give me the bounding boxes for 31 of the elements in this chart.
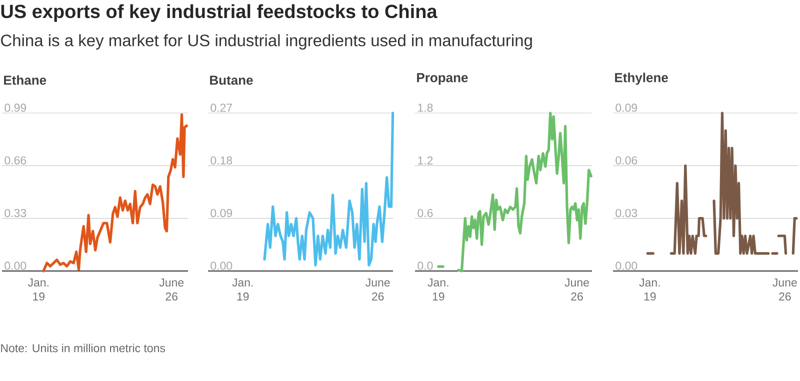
x-tick-label: June 26 <box>159 278 184 301</box>
y-tick-label: 0.09 <box>616 104 638 112</box>
y-tick-label: 0.06 <box>616 156 638 164</box>
x-tick-label: Jan. 19 <box>639 278 660 301</box>
y-tick-label: 0.09 <box>210 208 232 218</box>
y-tick-label: 1.2 <box>418 156 433 164</box>
y-tick-label: 0.03 <box>616 208 638 218</box>
y-tick-label: 0.00 <box>4 262 26 270</box>
y-tick-label: 0.33 <box>4 208 26 218</box>
text: US exports of key industrial feedstocks to China <box>1 4 438 22</box>
y-tick-label: 0.27 <box>210 104 232 112</box>
y-tick-label: 0.66 <box>4 156 26 164</box>
y-tick-label: 0.00 <box>210 262 232 270</box>
chart-title: Propane <box>417 73 468 85</box>
chart-title: Ethylene <box>615 72 668 85</box>
x-tick-label: Jan. 19 <box>28 278 48 301</box>
y-tick-label: 0.0 <box>418 262 433 270</box>
y-tick-label: 0.6 <box>418 208 433 218</box>
chart-title: Ethane <box>4 75 46 85</box>
x-tick-label: June 26 <box>564 278 589 301</box>
x-tick-label: June 26 <box>366 278 390 301</box>
chart-title: Butane <box>210 76 253 85</box>
text: China is a key market for US industrial ingredients used in manufacturing <box>1 34 532 50</box>
y-tick-label: 1.8 <box>418 104 433 112</box>
y-tick-label: 0.18 <box>210 156 232 164</box>
x-tick-label: Jan. 19 <box>232 278 253 301</box>
y-tick-label: 0.99 <box>4 104 26 112</box>
y-tick-label: 0.00 <box>616 262 638 270</box>
x-tick-label: Jan. 19 <box>428 278 448 301</box>
text: Note: Units in million metric tons <box>1 344 166 352</box>
x-tick-label: June 26 <box>772 278 797 301</box>
